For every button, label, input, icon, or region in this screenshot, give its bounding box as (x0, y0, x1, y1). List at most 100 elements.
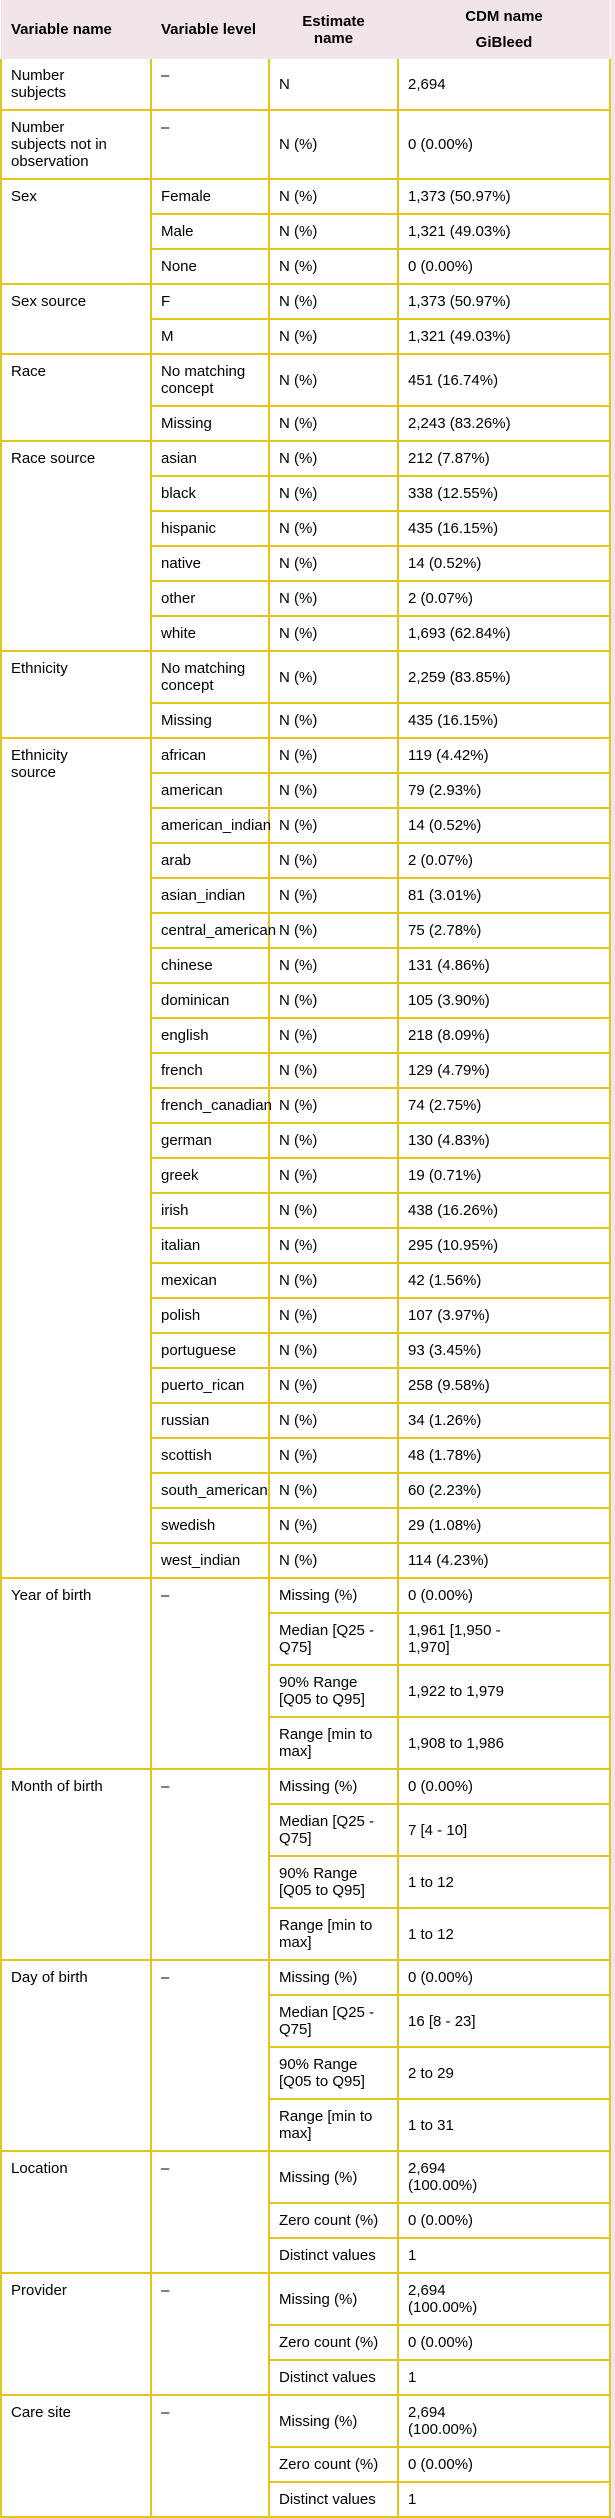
table-row: Missing N (%) 435 (16.15%) (1, 702, 611, 739)
table-row: asian_indian N (%) 81 (3.01%) (1, 877, 611, 914)
estimate-name-cell-text: Distinct values (279, 2491, 376, 2508)
estimate-name-cell: N (%) (268, 1542, 399, 1579)
cdm-value-cell: 16 [8 - 23] (397, 1994, 611, 2048)
estimate-name-cell-text: Range [min to max] (279, 2108, 373, 2142)
estimate-name-cell-text: N (%) (279, 1412, 318, 1429)
table-row: white N (%) 1,693 (62.84%) (1, 615, 611, 652)
table-row: Race source asian N (%) 212 (7.87%) (0, 440, 611, 652)
variable-level-cell: Missing (150, 405, 270, 442)
estimate-name-cell: N (%) (268, 737, 399, 774)
variable-name-cell-text: Sex (11, 188, 37, 205)
variable-level-cell-text: No matching concept (161, 660, 246, 694)
cdm-value-cell: 81 (3.01%) (397, 877, 611, 914)
table-row: american N (%) 79 (2.93%) (1, 772, 611, 809)
estimate-name-cell-text: Median [Q25 - Q75] (279, 1813, 375, 1847)
variable-level-cell-text: dominican (161, 992, 230, 1009)
cdm-value-cell: 14 (0.52%) (397, 545, 611, 582)
cdm-value-cell-text: 42 (1.56%) (408, 1272, 482, 1289)
cdm-value-cell: 1 (397, 2359, 611, 2396)
estimate-name-cell: Median [Q25 - Q75] (268, 1803, 399, 1857)
variable-level-cell-text: american (161, 782, 223, 799)
estimate-name-cell: 90% Range [Q05 to Q95] (268, 1855, 399, 1909)
estimate-name-cell-text: N (%) (279, 1377, 318, 1394)
variable-level-cell-text: polish (161, 1307, 201, 1324)
cdm-name-spanner-label: CDM name (465, 8, 543, 25)
estimate-name-cell: N (%) (268, 405, 399, 442)
estimate-name-cell: N (%) (268, 877, 399, 914)
variable-name-cell: Day of birth (0, 1959, 152, 2152)
estimate-name-cell: N (%) (268, 353, 399, 407)
table-row: None N (%) 0 (0.00%) (1, 248, 611, 285)
table-row: central_american N (%) 75 (2.78%) (1, 912, 611, 949)
variable-level-cell-text: black (161, 485, 197, 502)
cdm-value-cell: 1,922 to 1,979 (397, 1664, 611, 1718)
variable-name-cell: Number subjects (0, 59, 152, 111)
cdm-value-cell-text: 0 (0.00%) (408, 2334, 474, 2351)
cdm-value-cell: 2 (0.07%) (397, 580, 611, 617)
variable-level-cell: french_canadian (150, 1087, 272, 1124)
variable-level-cell-text: other (161, 590, 196, 607)
cdm-value-cell: 0 (0.00%) (397, 1577, 611, 1614)
variable-level-cell: No matching concept (150, 353, 270, 407)
cdm-value-cell-text: 0 (0.00%) (408, 1969, 474, 1986)
estimate-name-cell-text: N (%) (279, 293, 318, 310)
estimate-name-cell: N (%) (268, 702, 399, 739)
variable-level-cell: Female (150, 178, 270, 215)
estimate-name-cell: N (%) (268, 1227, 399, 1264)
cdm-value-cell-text: 1 (408, 2491, 417, 2508)
table-row: american_indian N (%) 14 (0.52%) (1, 807, 611, 844)
table-row: Sex source F N (%) 1,373 (50.97%) (0, 283, 611, 355)
variable-level-cell-text: irish (161, 1202, 189, 1219)
cdm-value-cell-text: 48 (1.78%) (408, 1447, 482, 1464)
cdm-value-cell-text: 16 [8 - 23] (408, 2012, 476, 2030)
variable-name-cell-text: Location (11, 2160, 68, 2177)
cdm-value-cell-text: 1,373 (50.97%) (408, 188, 511, 205)
column-header-variable-level-label: Variable level (161, 21, 257, 38)
table-row: french N (%) 129 (4.79%) (1, 1052, 611, 1089)
cdm-value-cell-text: 75 (2.78%) (408, 922, 482, 939)
estimate-name-cell: N (%) (268, 213, 399, 250)
variable-level-cell-text: puerto_rican (161, 1377, 245, 1394)
table-row: Zero count (%) 0 (0.00%) (1, 2446, 611, 2483)
cdm-value-cell-text: 2,259 (83.85%) (408, 668, 511, 686)
cdm-value-cell: 2,243 (83.26%) (397, 405, 611, 442)
variable-level-cell-text: french (161, 1062, 203, 1079)
variable-name-cell-text: Race (11, 363, 47, 380)
table-row: greek N (%) 19 (0.71%) (1, 1157, 611, 1194)
cdm-value-cell-text: 0 (0.00%) (408, 1778, 474, 1795)
estimate-name-cell: N (%) (268, 1192, 399, 1229)
cdm-value-cell-text: 7 [4 - 10] (408, 1821, 468, 1839)
variable-name-cell: Race source (0, 440, 152, 652)
variable-level-cell-text: No matching concept (161, 363, 246, 397)
cdm-value-cell-text: 79 (2.93%) (408, 782, 482, 799)
cdm-value-cell: 2,694 (397, 59, 611, 111)
cdm-value-cell-text: 2,694 (100.00%) (408, 2404, 478, 2438)
cdm-value-cell-text: 105 (3.90%) (408, 992, 490, 1009)
variable-level-cell: chinese (150, 947, 270, 984)
cdm-value-cell-text: 1,922 to 1,979 (408, 1682, 504, 1700)
table-row: Missing N (%) 2,243 (83.26%) (1, 405, 611, 442)
table-row: Care site – Missing (%) 2,694 (100.00%) (0, 2394, 611, 2518)
estimate-name-cell: N (%) (268, 912, 399, 949)
cdm-value-cell: 1 to 12 (397, 1855, 611, 1909)
cdm-value-cell-text: 74 (2.75%) (408, 1097, 482, 1114)
estimate-name-cell: N (%) (268, 545, 399, 582)
variable-name-cell: Sex (0, 178, 152, 285)
cdm-value-cell-text: 451 (16.74%) (408, 371, 499, 389)
variable-level-cell: south_american (150, 1472, 270, 1509)
estimate-name-cell: N (%) (268, 1402, 399, 1439)
variable-name-cell: Number subjects not in observation (0, 109, 152, 180)
table-row: Range [min to max] 1,908 to 1,986 (1, 1716, 611, 1770)
variable-level-cell-text: english (161, 1027, 209, 1044)
cdm-value-cell: 0 (0.00%) (397, 248, 611, 285)
cdm-value-cell-text: 60 (2.23%) (408, 1482, 482, 1499)
variable-level-cell: english (150, 1017, 270, 1054)
variable-level-cell-text: M (161, 328, 174, 345)
variable-level-cell-text: scottish (161, 1447, 212, 1464)
variable-level-cell-text: – (161, 1778, 170, 1795)
cdm-value-cell: 1,908 to 1,986 (397, 1716, 611, 1770)
cdm-value-cell: 75 (2.78%) (397, 912, 611, 949)
table-row: chinese N (%) 131 (4.86%) (1, 947, 611, 984)
variable-level-cell: asian_indian (150, 877, 270, 914)
estimate-name-cell-text: N (%) (279, 1482, 318, 1499)
